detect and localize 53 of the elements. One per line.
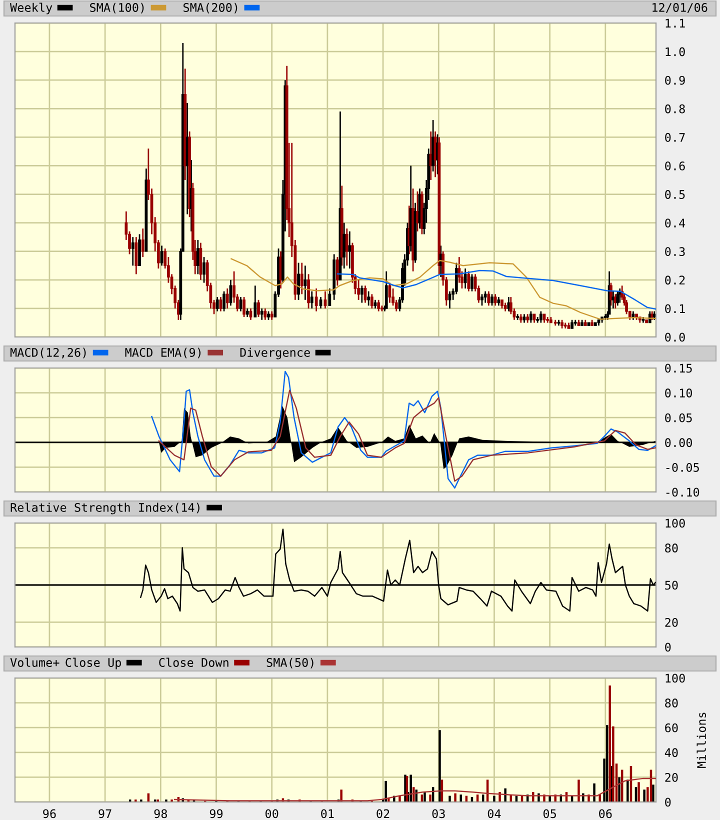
y-tick-label: 0.5: [665, 190, 685, 199]
y-tick-label: 0.15: [665, 364, 692, 373]
legend-label: SMA(100): [90, 2, 144, 14]
y-tick-label: 80: [665, 544, 678, 552]
y-tick-label: 100: [666, 518, 685, 528]
legend-label: SMA(50): [266, 658, 314, 668]
x-tick-label: 96: [43, 809, 56, 818]
y-tick-label: 1.0: [666, 47, 685, 56]
x-tick-label: 03: [432, 809, 445, 818]
y-tick-label: 0: [665, 642, 671, 652]
y-tick-label: 0.0: [665, 332, 685, 342]
y-tick-label: 20: [665, 618, 678, 627]
x-tick-label: 01: [321, 809, 334, 818]
y-tick-label: 40: [664, 748, 678, 758]
legend-label: Weekly: [10, 2, 52, 14]
y-tick-label: -0.10: [666, 488, 700, 497]
legend-label: MACD EMA(9): [125, 348, 201, 358]
y-tick-label: 0.6: [665, 161, 685, 170]
legend-label: Divergence: [240, 348, 310, 360]
y-tick-label: 1.1: [666, 18, 685, 28]
legend-label: MACD(12,26): [10, 348, 86, 358]
x-tick-label: 99: [210, 809, 223, 818]
legend-label: Close Up: [66, 658, 122, 670]
x-tick-label: 06: [599, 809, 612, 818]
text: 12/01/06: [652, 3, 708, 13]
y-tick-label: 0: [665, 798, 671, 807]
y-tick-label: 100: [666, 674, 685, 683]
x-tick-label: 02: [376, 809, 390, 818]
legend-label: Relative Strength Index(14): [10, 502, 200, 514]
y-tick-label: 0.7: [665, 132, 685, 142]
y-axis-title: Millions: [696, 712, 706, 768]
x-tick-label: 04: [488, 809, 501, 818]
y-tick-label: 0.10: [665, 388, 692, 398]
y-tick-label: 0.4: [665, 218, 686, 228]
y-tick-label: 50: [665, 580, 678, 590]
y-tick-label: 0.00: [665, 438, 692, 448]
y-tick-label: 60: [665, 723, 678, 732]
y-tick-label: 20: [665, 772, 678, 782]
y-tick-label: 80: [665, 698, 678, 708]
y-tick-label: 0.2: [665, 276, 685, 285]
legend-label: Close Down: [159, 658, 228, 667]
x-tick-label: 00: [266, 809, 278, 818]
legend-label: SMA(200): [183, 2, 238, 14]
y-tick-label: -0.05: [666, 462, 699, 472]
chart-title: Volume+: [10, 658, 60, 667]
y-tick-label: 0.3: [665, 247, 685, 256]
x-tick-label: 98: [154, 809, 168, 818]
x-tick-label: 97: [98, 809, 112, 818]
y-tick-label: 0.05: [665, 413, 692, 422]
y-tick-label: 0.9: [665, 76, 685, 85]
y-tick-label: 0.1: [665, 304, 685, 314]
y-tick-label: 0.8: [665, 104, 685, 114]
x-tick-label: 05: [543, 809, 556, 818]
